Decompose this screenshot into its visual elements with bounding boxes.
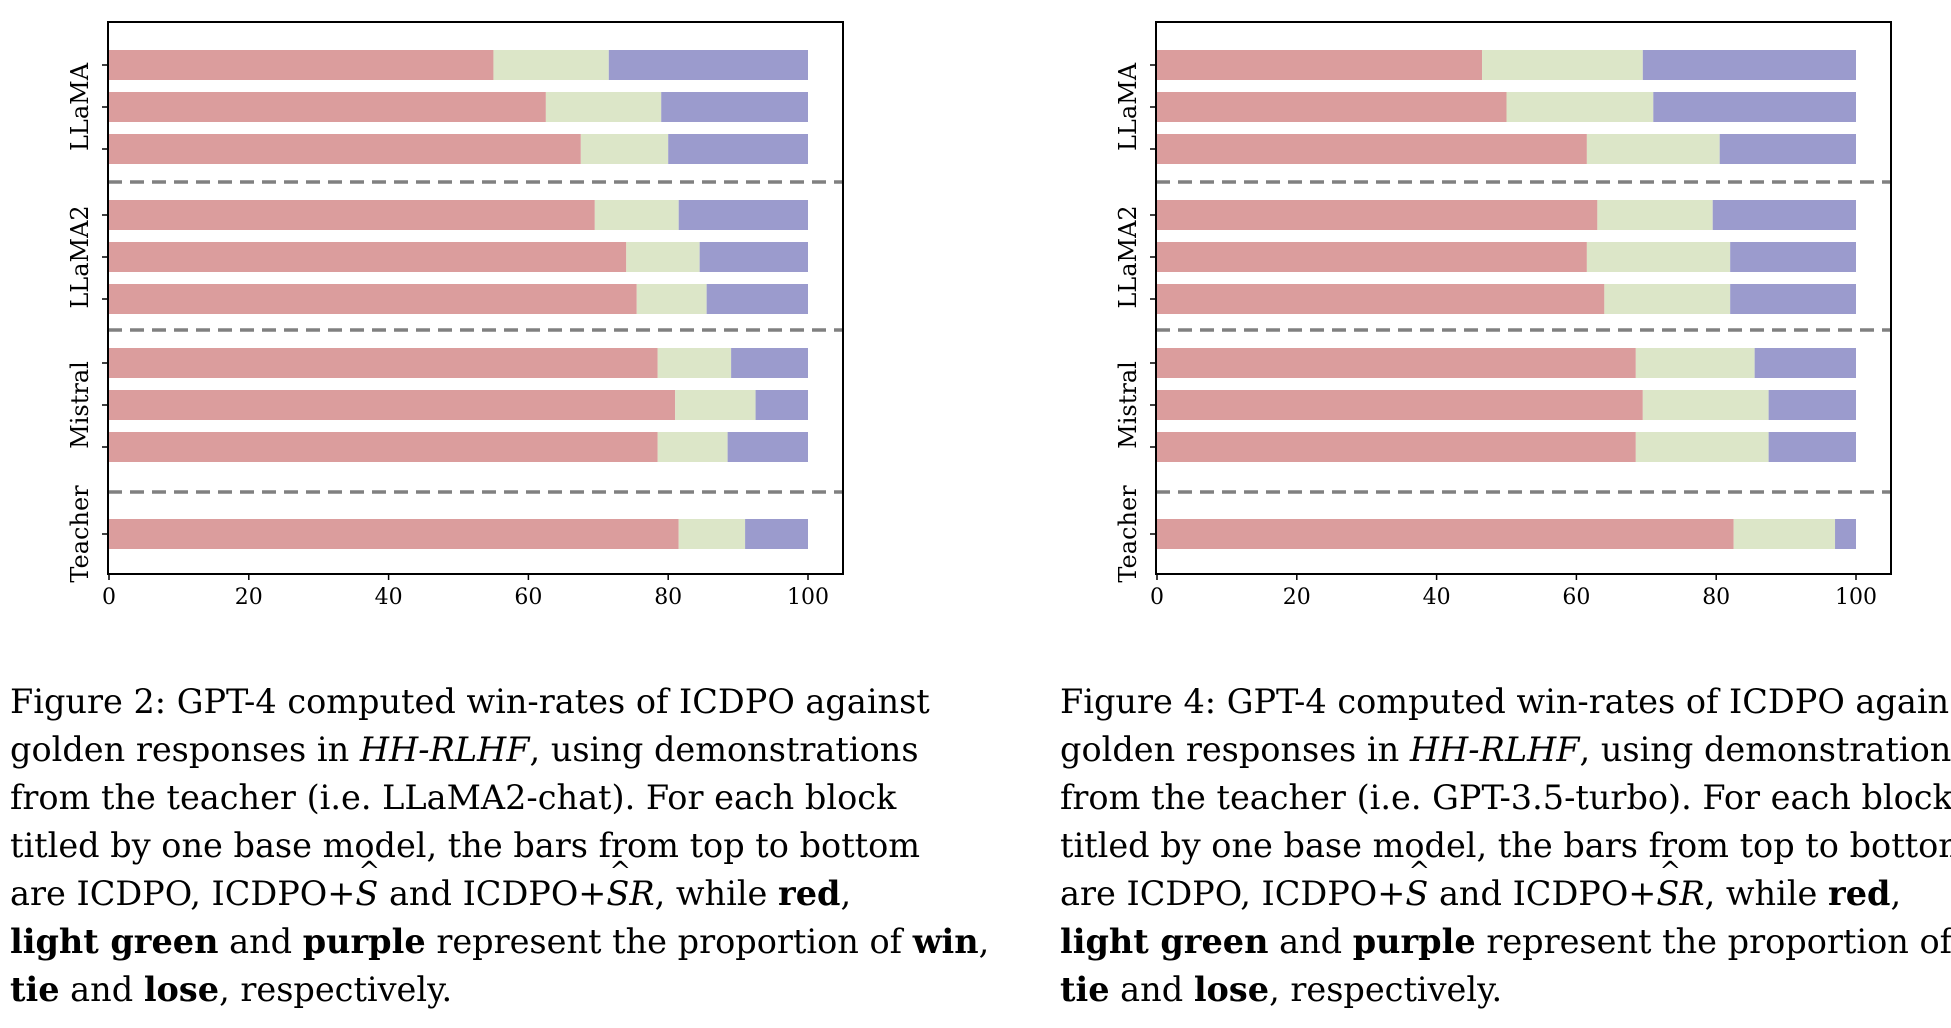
- bar-llama2-1-win: [109, 200, 595, 230]
- x-tick-label: 60: [1562, 585, 1590, 610]
- bar-llama2-1-tie: [1597, 200, 1713, 230]
- x-tick-label: 0: [1150, 585, 1164, 610]
- x-tick-label: 40: [1423, 585, 1451, 610]
- bar-llama2-3-win: [1157, 284, 1605, 314]
- bar-llama2-1-lose: [1712, 200, 1856, 230]
- bar-llama2-2-win: [1157, 242, 1587, 272]
- bar-mistral-2-lose: [1768, 390, 1856, 420]
- bar-llama-3-tie: [580, 134, 669, 164]
- bar-mistral-2-tie: [675, 390, 756, 420]
- bar-mistral-3-lose: [1768, 432, 1856, 462]
- bar-mistral-3-tie: [1635, 432, 1769, 462]
- bar-llama-2-win: [109, 92, 546, 122]
- bar-mistral-3-lose: [727, 432, 808, 462]
- bar-llama2-2-tie: [1586, 242, 1731, 272]
- bar-llama2-3-win: [109, 284, 637, 314]
- bar-llama-1-tie: [493, 50, 609, 80]
- bar-llama-2-tie: [1506, 92, 1654, 122]
- win-rate-chart-figure-2: LLaMA LLaMA2 Mistral Teacher 0 20 40 60 80 100: [66, 21, 844, 610]
- bar-llama2-2-lose: [1730, 242, 1856, 272]
- bar-llama-3-lose: [1719, 134, 1856, 164]
- x-tick-label: 100: [1835, 585, 1877, 610]
- bar-mistral-3-win: [109, 432, 658, 462]
- bar-teacher-1-win: [109, 519, 679, 549]
- bar-llama2-2-win: [109, 242, 627, 272]
- bar-mistral-2-lose: [755, 390, 808, 420]
- bar-mistral-3-tie: [657, 432, 728, 462]
- x-tick-label: 80: [1702, 585, 1730, 610]
- bar-teacher-1-lose: [1835, 519, 1856, 549]
- bar-llama-1-lose: [1642, 50, 1856, 80]
- bar-llama-2-tie: [545, 92, 662, 122]
- group-label-mistral: Mistral: [66, 361, 94, 449]
- x-tick-label: 40: [375, 585, 403, 610]
- x-tick-label: 20: [1283, 585, 1311, 610]
- plot-frame: [107, 21, 844, 575]
- group-label-llama2: LLaMA2: [1114, 205, 1142, 308]
- bar-mistral-1-tie: [657, 348, 732, 378]
- bar-mistral-1-tie: [1635, 348, 1755, 378]
- bar-llama2-2-lose: [699, 242, 808, 272]
- bar-llama-3-lose: [668, 134, 808, 164]
- bar-mistral-2-win: [1157, 390, 1643, 420]
- bar-llama2-3-tie: [636, 284, 707, 314]
- group-label-llama2: LLaMA2: [66, 205, 94, 308]
- bar-llama-2-win: [1157, 92, 1507, 122]
- group-label-teacher: Teacher: [1114, 485, 1142, 583]
- bar-mistral-1-win: [1157, 348, 1636, 378]
- bar-teacher-1-win: [1157, 519, 1734, 549]
- group-label-teacher: Teacher: [66, 485, 94, 583]
- figure-2-caption: Figure 2: GPT-4 computed win-rates of IC…: [10, 678, 989, 1014]
- bar-teacher-1-lose: [745, 519, 808, 549]
- x-tick-label: 80: [654, 585, 682, 610]
- bar-llama2-2-tie: [626, 242, 700, 272]
- bar-llama2-3-tie: [1604, 284, 1731, 314]
- bar-llama-2-lose: [661, 92, 808, 122]
- bar-mistral-2-tie: [1642, 390, 1769, 420]
- group-label-llama: LLaMA: [1114, 62, 1142, 151]
- group-label-mistral: Mistral: [1114, 361, 1142, 449]
- bar-llama2-3-lose: [706, 284, 808, 314]
- bar-llama2-1-tie: [594, 200, 679, 230]
- bar-mistral-3-win: [1157, 432, 1636, 462]
- bar-llama-1-tie: [1482, 50, 1643, 80]
- bar-llama2-1-win: [1157, 200, 1598, 230]
- bar-llama2-1-lose: [678, 200, 808, 230]
- bar-mistral-2-win: [109, 390, 676, 420]
- plot-frame: [1155, 21, 1892, 575]
- x-tick-label: 100: [787, 585, 829, 610]
- x-tick-label: 0: [102, 585, 116, 610]
- bar-llama-1-win: [1157, 50, 1483, 80]
- x-tick-label: 60: [514, 585, 542, 610]
- bar-llama2-3-lose: [1730, 284, 1856, 314]
- win-rate-chart-figure-4: LLaMA LLaMA2 Mistral Teacher 0 20 40 60 80 100: [1114, 21, 1892, 610]
- bar-teacher-1-tie: [678, 519, 746, 549]
- bar-llama-1-lose: [608, 50, 808, 80]
- bar-llama-2-lose: [1653, 92, 1856, 122]
- bar-llama-1-win: [109, 50, 494, 80]
- bar-teacher-1-tie: [1733, 519, 1836, 549]
- x-tick-label: 20: [235, 585, 263, 610]
- bar-llama-3-win: [109, 134, 581, 164]
- group-label-llama: LLaMA: [66, 62, 94, 151]
- bar-mistral-1-lose: [731, 348, 808, 378]
- bar-mistral-1-lose: [1754, 348, 1856, 378]
- figure-4-caption: Figure 4: GPT-4 computed win-rates of IC…: [1060, 678, 1951, 1014]
- bar-llama-3-tie: [1586, 134, 1720, 164]
- bar-mistral-1-win: [109, 348, 658, 378]
- bar-llama-3-win: [1157, 134, 1587, 164]
